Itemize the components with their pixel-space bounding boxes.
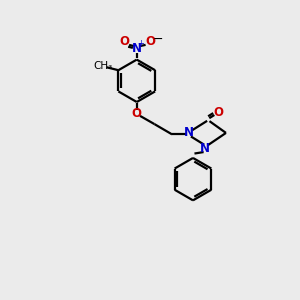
Text: CH₃: CH₃ bbox=[94, 61, 113, 71]
Text: N: N bbox=[184, 126, 194, 140]
Text: O: O bbox=[132, 107, 142, 120]
Text: N: N bbox=[200, 142, 210, 155]
Text: O: O bbox=[146, 35, 156, 48]
Text: −: − bbox=[153, 33, 163, 46]
Text: O: O bbox=[119, 35, 129, 48]
Text: N: N bbox=[132, 42, 142, 55]
Text: +: + bbox=[137, 39, 144, 48]
Text: O: O bbox=[214, 106, 224, 119]
